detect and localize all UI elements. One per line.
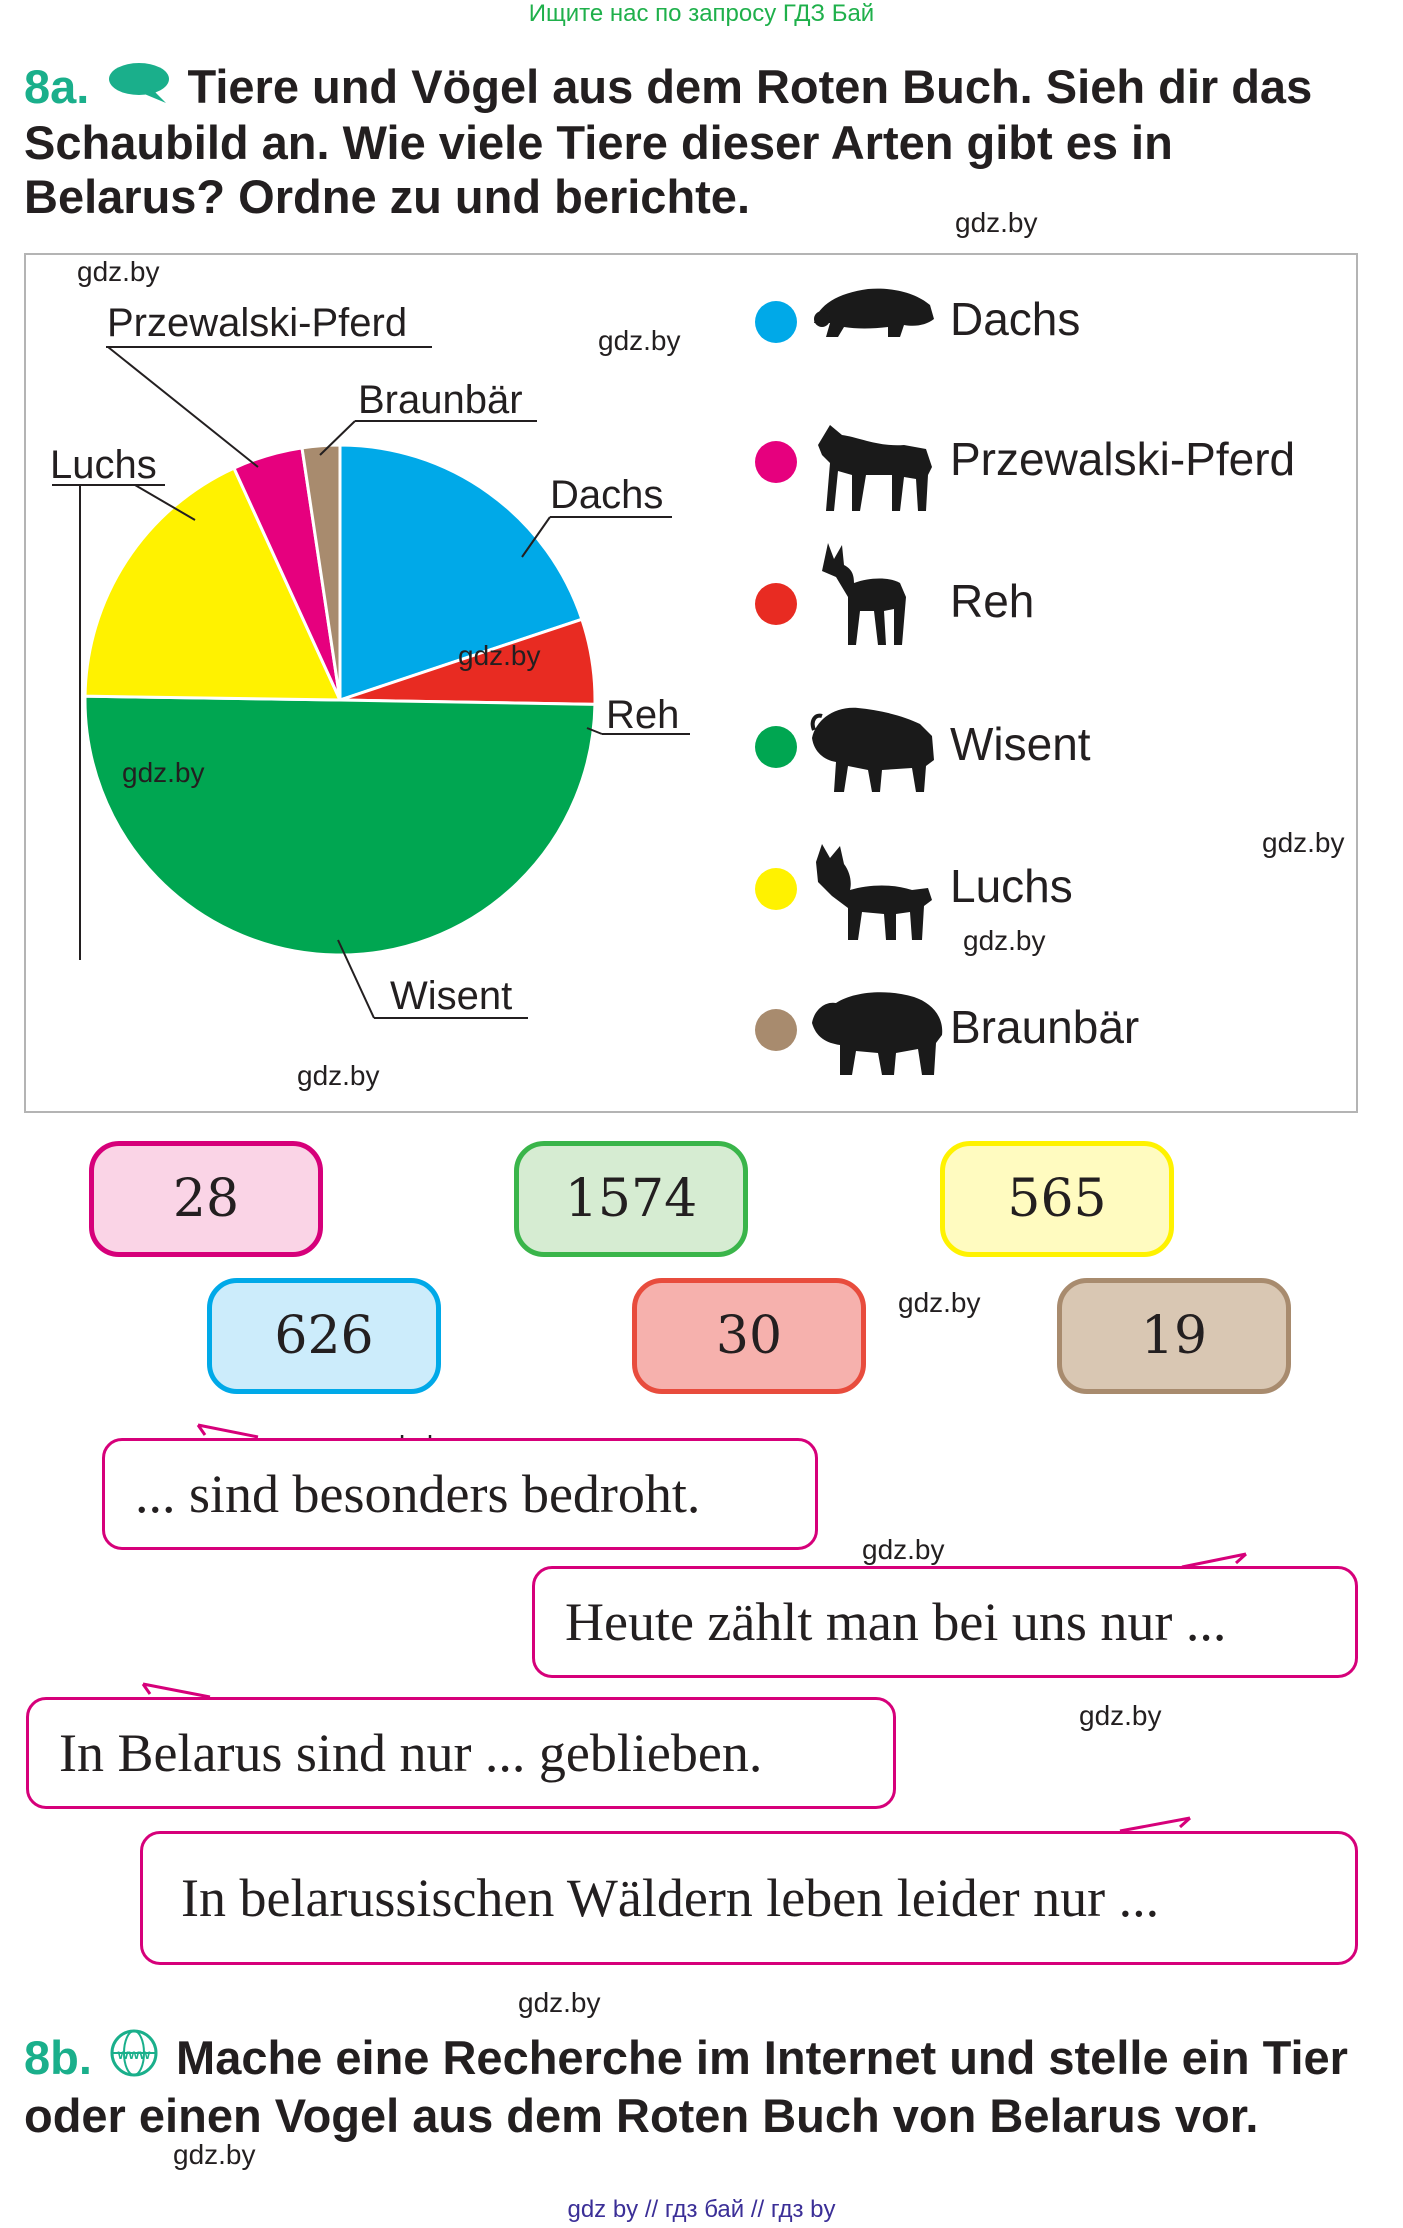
wisent-leader-line: [337, 939, 375, 1019]
watermark: gdz.by: [955, 207, 1038, 238]
task-8b-text: Mache eine Recherche im Internet und ste…: [24, 2031, 1348, 2142]
legend-label: Luchs: [950, 860, 1073, 912]
task-8b-heading: 8b. www Mache eine Recherche im Internet…: [24, 2028, 1384, 2143]
pie-slice-luchs: [83, 466, 343, 702]
legend-label: Braunbär: [950, 1001, 1140, 1053]
task-8b-number: 8b.: [24, 2031, 92, 2084]
sentence-card[interactable]: ... sind besonders bedroht.: [102, 1438, 818, 1550]
legend-swatch: [755, 583, 797, 625]
label-dachs: Dachs: [550, 473, 663, 517]
number-value: 28: [172, 1169, 240, 1229]
top-banner: Ищите нас по запросу ГДЗ Бай: [528, 0, 875, 27]
label-wisent: Wisent: [390, 974, 512, 1018]
number-badge[interactable]: 565: [940, 1141, 1174, 1257]
number-badge[interactable]: 28: [89, 1141, 323, 1257]
sentence-card[interactable]: In Belarus sind nur ... geblieben.: [26, 1697, 896, 1809]
pie-slice-dachs: [338, 443, 584, 703]
speech-bubble-icon: [106, 61, 170, 116]
reh-leader-line: [586, 727, 603, 735]
dachs-leader-line: [521, 516, 551, 558]
horse-icon: [808, 415, 938, 520]
watermark: gdz.by: [1262, 827, 1345, 858]
pie-chart: Przewalski-Pferd Braunbär Luchs Dachs Re…: [50, 301, 690, 1019]
label-braunbaer: Braunbär: [358, 378, 523, 422]
pie-slice-braunb-r: [300, 443, 342, 701]
legend-label: Wisent: [950, 718, 1091, 770]
bison-icon: [808, 700, 938, 801]
globe-www-icon: www: [109, 2028, 159, 2089]
sentence-card[interactable]: Heute zählt man bei uns nur ...: [532, 1566, 1358, 1678]
number-badge[interactable]: 1574: [514, 1141, 748, 1257]
bear-icon: [808, 983, 948, 1084]
sentence-tails: [141, 1423, 1248, 1833]
legend-label: Reh: [950, 575, 1035, 627]
label-reh: Reh: [606, 693, 679, 737]
pie-slice-wisent: [83, 694, 597, 957]
lynx-icon: [808, 842, 938, 947]
watermark: gdz.by: [77, 256, 160, 287]
svg-text:www: www: [117, 2046, 151, 2062]
footer: gdz by // гдз бай // гдз by: [567, 2196, 836, 2223]
legend-label: Dachs: [950, 293, 1081, 345]
legend-swatch: [755, 301, 797, 343]
legend-swatch: [755, 726, 797, 768]
task-8a-heading: 8a. Tiere und Vögel aus dem Roten Buch. …: [24, 60, 1384, 224]
task-8a-text: Tiere und Vögel aus dem Roten Buch. Sieh…: [24, 60, 1313, 223]
watermark: gdz.by: [297, 1060, 380, 1091]
legend-swatch: [755, 441, 797, 483]
watermark: gdz.by: [963, 925, 1046, 956]
watermark: gdz.by: [122, 757, 205, 788]
sentence-text: Heute zählt man bei uns nur ...: [565, 1592, 1227, 1652]
number-value: 19: [1140, 1306, 1208, 1366]
watermark: gdz.by: [598, 325, 681, 356]
watermark: gdz.by: [173, 2139, 256, 2170]
number-badge[interactable]: 19: [1057, 1278, 1291, 1394]
watermark: gdz.by: [898, 1287, 981, 1318]
number-value: 1574: [564, 1169, 698, 1229]
chart-box: [24, 253, 1358, 1113]
watermark: gdz.by: [862, 1534, 945, 1565]
watermark: gdz.by: [458, 640, 541, 671]
label-przewalski: Przewalski-Pferd: [107, 301, 407, 345]
sentence-text: In belarussischen Wäldern leben leider n…: [181, 1868, 1160, 1928]
legend-label: Przewalski-Pferd: [950, 433, 1296, 485]
watermark: gdz.by: [1079, 1700, 1162, 1731]
badger-icon: [808, 275, 938, 350]
number-value: 30: [715, 1306, 783, 1366]
number-value: 626: [274, 1306, 374, 1366]
sentence-text: ... sind besonders bedroht.: [135, 1464, 701, 1524]
number-badge[interactable]: 30: [632, 1278, 866, 1394]
luchs-leader-line: [134, 484, 196, 521]
sentence-text: In Belarus sind nur ... geblieben.: [59, 1723, 763, 1783]
legend-swatch: [755, 868, 797, 910]
legend-swatch: [755, 1009, 797, 1051]
przewalski-leader-line: [107, 346, 259, 468]
braunbaer-leader-line: [319, 420, 356, 456]
number-value: 565: [1007, 1169, 1107, 1229]
label-luchs: Luchs: [50, 443, 157, 487]
watermark: gdz.by: [518, 1987, 601, 2018]
number-badge[interactable]: 626: [207, 1278, 441, 1394]
sentence-card[interactable]: In belarussischen Wäldern leben leider n…: [140, 1831, 1358, 1965]
deer-icon: [808, 537, 918, 652]
task-8a-number: 8a.: [24, 60, 90, 113]
